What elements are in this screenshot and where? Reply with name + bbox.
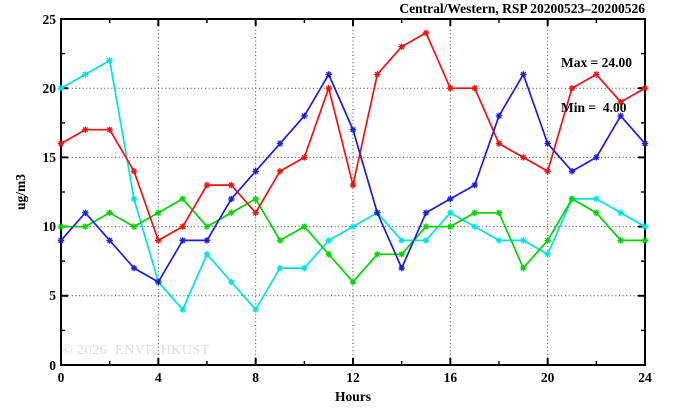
y-axis-label: ug/m3 xyxy=(13,173,28,211)
y-tick-label: 20 xyxy=(42,80,57,96)
x-tick-label: 0 xyxy=(57,370,65,385)
series-red xyxy=(57,29,649,244)
x-tick-label: 4 xyxy=(154,370,162,385)
maxmin-annotation: Max = 24.00 Min = 4.00 xyxy=(561,25,632,145)
series-green xyxy=(57,195,649,286)
x-tick-label: 24 xyxy=(638,370,652,385)
x-tick-label: 16 xyxy=(443,370,458,385)
y-tick-label: 25 xyxy=(42,11,57,27)
x-tick-label: 8 xyxy=(252,370,260,385)
chart-title: Central/Western, RSP 20200523–20200526 xyxy=(399,1,645,16)
plot-frame xyxy=(60,18,646,366)
y-tick-label: 0 xyxy=(49,357,56,373)
y-tick-label: 10 xyxy=(42,219,57,235)
grid-lines xyxy=(61,19,645,365)
series-blue xyxy=(57,71,649,286)
x-axis-label: Hours xyxy=(334,389,372,404)
min-label: Min = 4.00 xyxy=(561,100,627,115)
x-tick-label: 20 xyxy=(540,370,555,385)
x-tick-label: 12 xyxy=(346,370,360,385)
watermark: © 2026 ENVF, HKUST xyxy=(62,343,210,358)
max-label: Max = 24.00 xyxy=(561,55,633,70)
y-tick-label: 15 xyxy=(42,149,57,165)
y-tick-label: 5 xyxy=(49,288,56,304)
